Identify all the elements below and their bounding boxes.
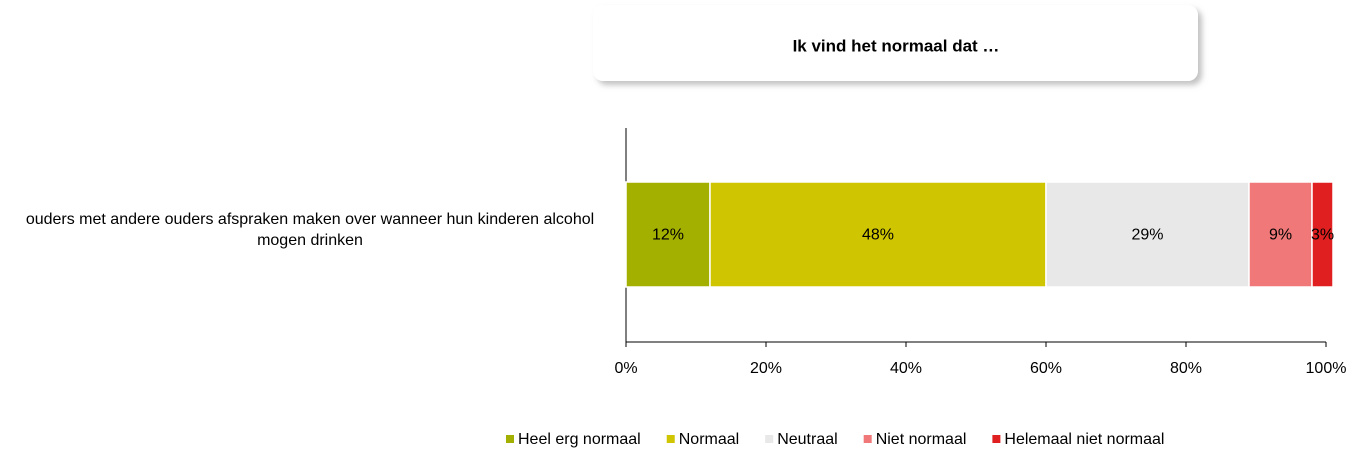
bar-segment [625, 181, 711, 288]
data-label: 29% [1131, 227, 1163, 244]
x-tick-label: 80% [1170, 360, 1202, 377]
chart-title: Ik vind het normaal dat … [793, 36, 1000, 55]
x-tick-label: 40% [890, 360, 922, 377]
data-label: 3% [1311, 227, 1334, 244]
bar-segment [1311, 181, 1334, 288]
legend-label: Niet normaal [876, 431, 967, 448]
legend-label: Helemaal niet normaal [1004, 431, 1164, 448]
x-tick-label: 20% [750, 360, 782, 377]
legend-swatch [863, 435, 872, 443]
x-tick-label: 0% [614, 360, 637, 377]
x-tick-label: 100% [1306, 360, 1347, 377]
title-box [593, 5, 1198, 81]
x-tick-label: 60% [1030, 360, 1062, 377]
bar-segment [1045, 181, 1250, 288]
legend-label: Neutraal [777, 431, 837, 448]
legend-swatch [765, 435, 774, 443]
bar-segment [1248, 181, 1313, 288]
legend-swatch [992, 435, 1001, 443]
data-label: 12% [652, 227, 684, 244]
legend-label: Normaal [679, 431, 739, 448]
legend-swatch [506, 435, 514, 443]
data-label: 48% [862, 227, 894, 244]
legend-label: Heel erg normaal [518, 431, 641, 448]
category-label: ouders met andere ouders afspraken maken… [25, 211, 595, 249]
legend-swatch [666, 435, 675, 443]
bar-segment [709, 181, 1047, 288]
data-label: 9% [1269, 227, 1292, 244]
